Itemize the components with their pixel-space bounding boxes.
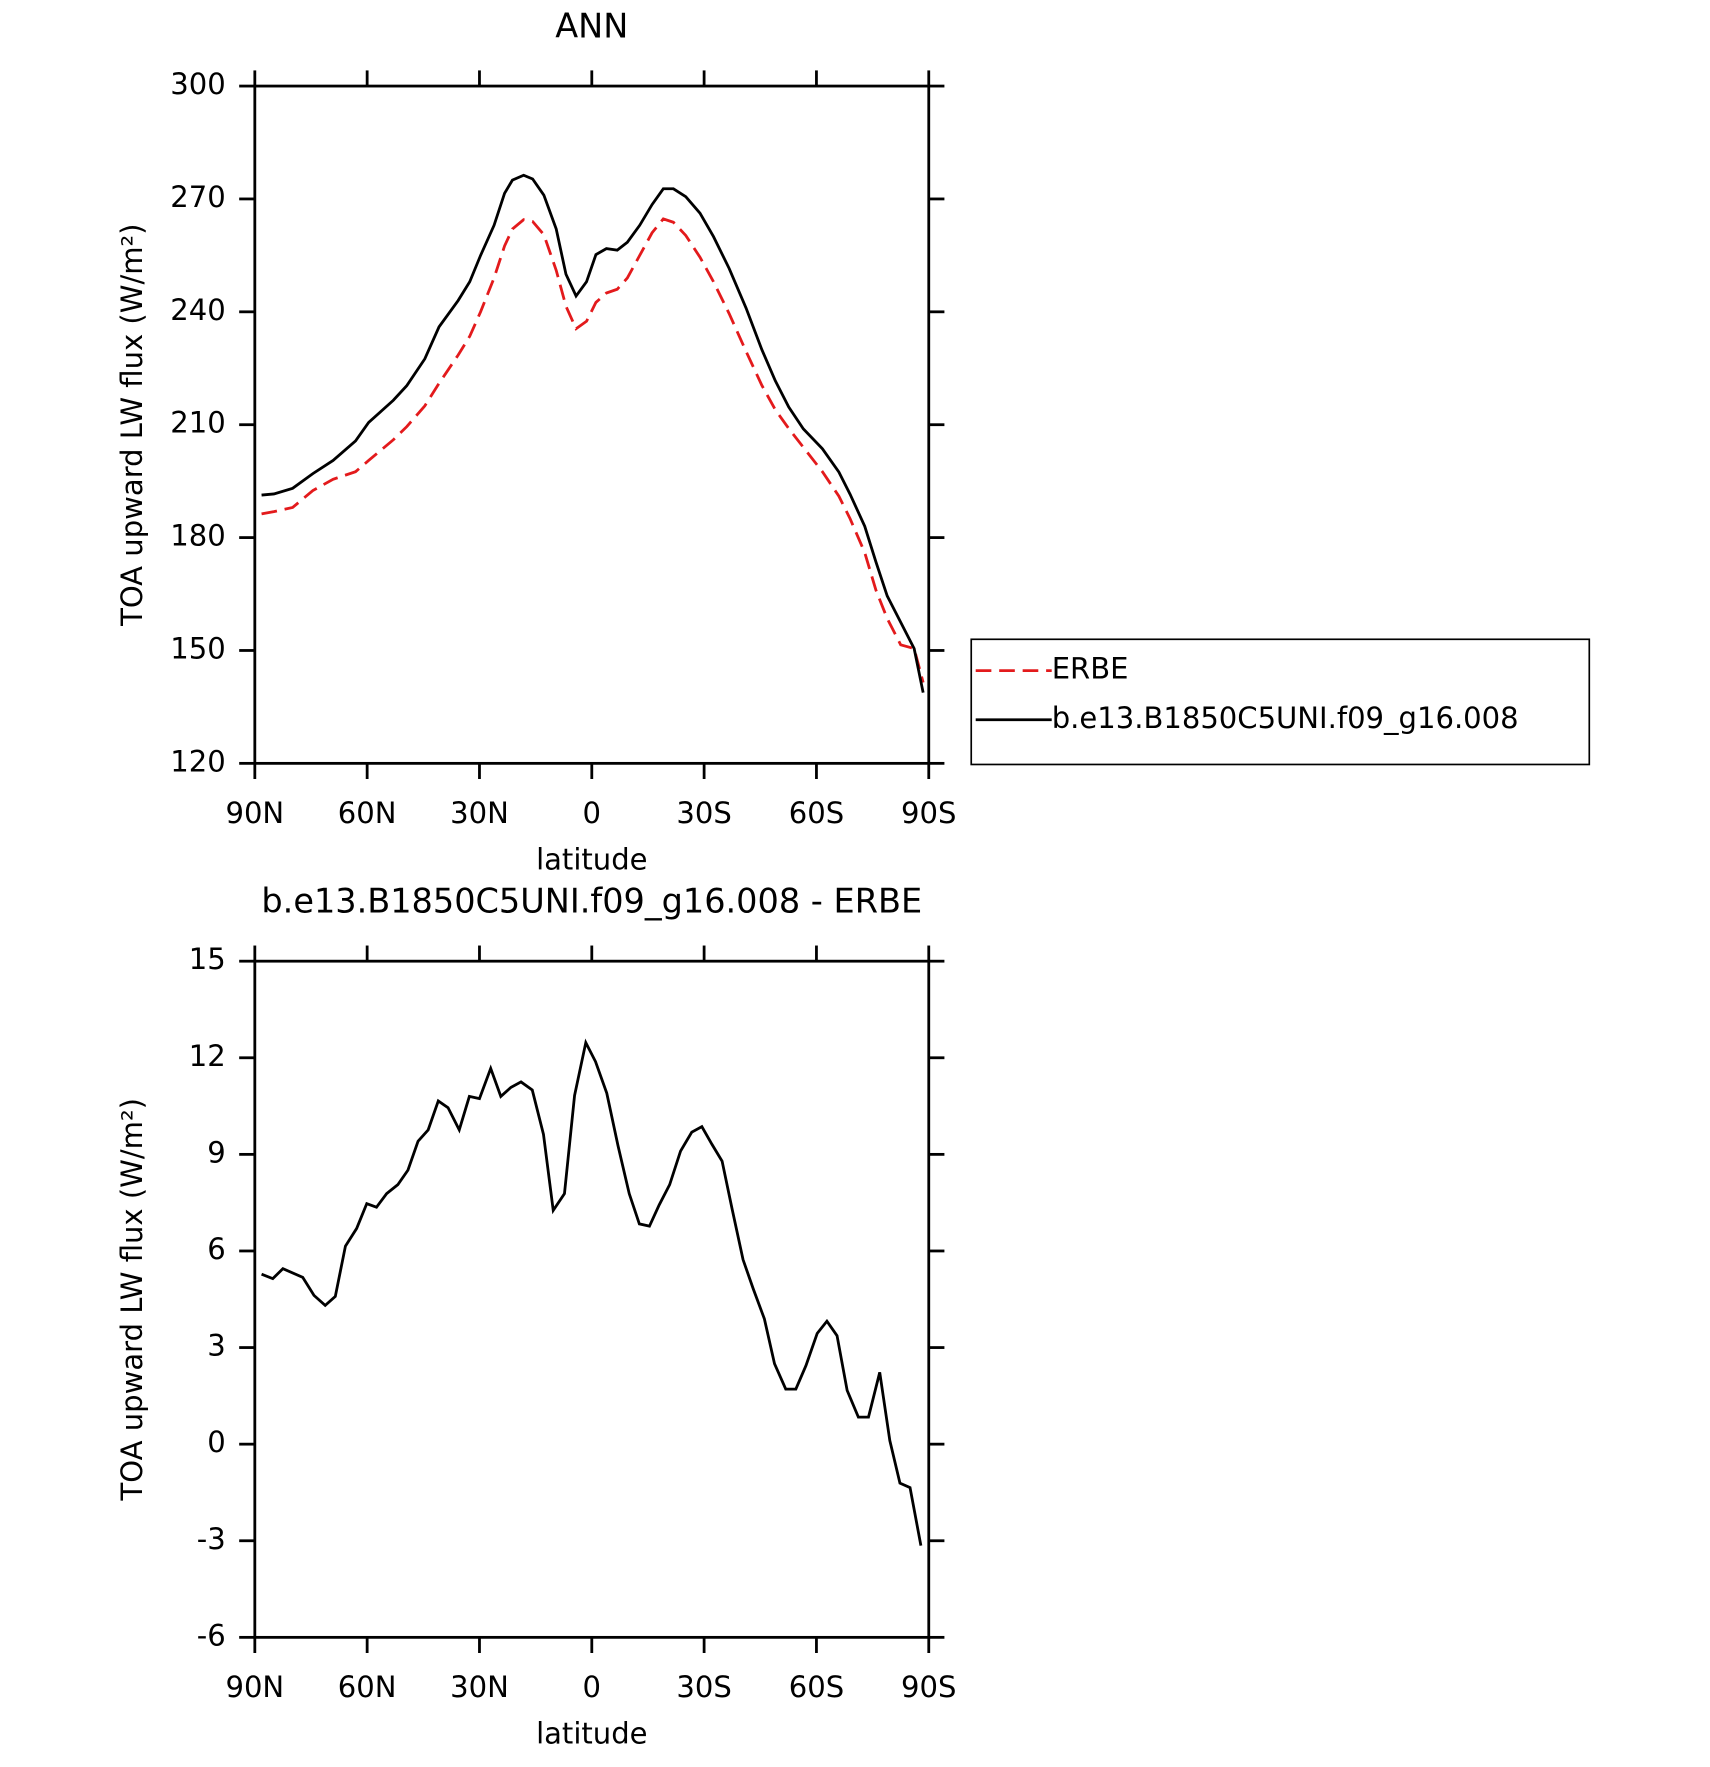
- y-tick-label: 240: [170, 293, 225, 327]
- plot-frame: [253, 959, 931, 1639]
- y-tick-label: 210: [170, 406, 225, 440]
- y-tick-label: 12: [189, 1039, 226, 1073]
- legend-label: ERBE: [1052, 652, 1129, 686]
- chart-title: b.e13.B1850C5UNI.f09_g16.008 - ERBE: [261, 882, 922, 921]
- x-tick-label: 60S: [789, 1670, 844, 1704]
- x-tick-label: 30N: [450, 1670, 509, 1704]
- y-tick-label: -6: [197, 1618, 226, 1652]
- x-tick-label: 90N: [225, 1670, 284, 1704]
- y-tick-label: 300: [170, 67, 225, 101]
- y-axis-label: TOA upward LW flux (W/m²): [115, 1098, 149, 1501]
- y-tick-label: 9: [207, 1135, 225, 1169]
- x-tick-label: 90S: [901, 796, 956, 830]
- y-tick-label: 120: [170, 744, 225, 778]
- x-tick-label: 60N: [338, 1670, 397, 1704]
- y-tick-label: 3: [207, 1329, 225, 1363]
- y-tick-label: 150: [170, 631, 225, 665]
- x-axis-label: latitude: [536, 1717, 647, 1751]
- chart-title: ANN: [555, 6, 628, 45]
- x-tick-label: 30S: [676, 1670, 731, 1704]
- y-tick-label: 15: [189, 942, 226, 976]
- data-line: [261, 1038, 923, 1546]
- data-line: [261, 217, 925, 683]
- x-tick-label: 0: [583, 796, 601, 830]
- legend-box: [970, 638, 1591, 766]
- y-tick-label: 6: [207, 1232, 225, 1266]
- x-tick-label: 90S: [901, 1670, 956, 1704]
- y-axis-label: TOA upward LW flux (W/m²): [115, 223, 149, 626]
- plot-frame: [253, 84, 931, 765]
- x-tick-label: 30S: [676, 796, 731, 830]
- legend-label: b.e13.B1850C5UNI.f09_g16.008: [1052, 701, 1519, 735]
- data-line: [261, 173, 925, 693]
- y-tick-label: -3: [197, 1522, 226, 1556]
- x-tick-label: 60N: [338, 796, 397, 830]
- x-tick-label: 30N: [450, 796, 509, 830]
- y-tick-label: 270: [170, 180, 225, 214]
- x-tick-label: 90N: [225, 796, 284, 830]
- y-tick-label: 0: [207, 1425, 225, 1459]
- x-tick-label: 0: [583, 1670, 601, 1704]
- x-axis-label: latitude: [536, 843, 647, 877]
- x-tick-label: 60S: [789, 796, 844, 830]
- y-tick-label: 180: [170, 519, 225, 553]
